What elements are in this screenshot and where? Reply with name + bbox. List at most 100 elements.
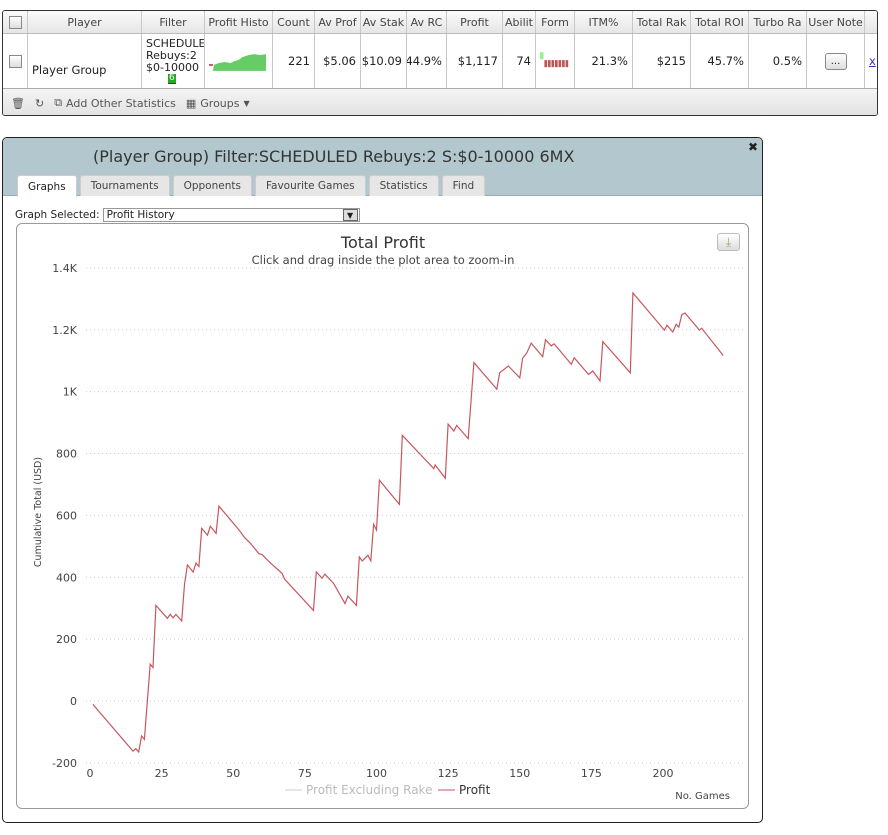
y-tick-label: 400: [56, 571, 77, 584]
col-av-stake[interactable]: Av Stak: [361, 11, 407, 33]
x-axis-label: No. Games: [675, 791, 730, 802]
legend-item-profit[interactable]: Profit: [459, 783, 491, 797]
x-tick-label: 25: [155, 767, 169, 780]
col-total-rake[interactable]: Total Rak: [633, 11, 691, 33]
total-rake-value: $215: [633, 34, 691, 88]
col-player[interactable]: Player: [28, 11, 142, 33]
dialog-titlebar[interactable]: (Player Group) Filter:SCHEDULED Rebuys:2…: [3, 138, 762, 197]
trash-icon[interactable]: 🗑: [11, 96, 25, 110]
download-icon[interactable]: ⤓: [717, 233, 740, 251]
col-total-roi[interactable]: Total ROI: [691, 11, 749, 33]
filter-line: Rebuys:2: [146, 49, 197, 62]
grid-footer: 🗑 ↻ ⧉ Add Other Statistics ▦ Groups ▼: [3, 89, 877, 115]
profit-value: $1,117: [447, 34, 503, 88]
col-itm[interactable]: ITM%: [575, 11, 633, 33]
window-icon: ⧉: [54, 96, 63, 109]
av-rc-value: 44.9%: [407, 34, 447, 88]
tick-labels: -200 0 200 400 600 800 1K 1.2K 1.4K 0 25 50 75 100 125…: [52, 262, 673, 780]
col-av-rc[interactable]: Av RC: [407, 11, 447, 33]
x-tick-label: 50: [226, 767, 240, 780]
y-tick-label: 200: [56, 633, 77, 646]
x-tick-label: 100: [366, 767, 387, 780]
turbo-ratio-value: 0.5%: [749, 34, 807, 88]
tab-tournaments[interactable]: Tournaments: [79, 175, 170, 196]
table-row[interactable]: Player Group SCHEDULE Rebuys:2 $0-10000 …: [3, 34, 877, 89]
dialog-title: (Player Group) Filter:SCHEDULED Rebuys:2…: [93, 147, 575, 166]
sparkline: [209, 54, 267, 71]
col-form[interactable]: Form: [536, 11, 575, 33]
close-icon[interactable]: ✖: [747, 140, 758, 154]
y-tick-label: 1.2K: [52, 324, 77, 337]
filter-line: $0-10000: [146, 61, 199, 74]
x-tick-label: 200: [653, 767, 674, 780]
dropdown-arrow-icon[interactable]: ▼: [342, 209, 358, 221]
form-bars: [540, 52, 569, 68]
x-tick-label: 150: [509, 767, 530, 780]
select-all-checkbox[interactable]: [8, 15, 22, 29]
profit-chart[interactable]: Total Profit Click and drag inside the p…: [17, 224, 748, 808]
player-dialog: (Player Group) Filter:SCHEDULED Rebuys:2…: [2, 137, 763, 823]
groups-button[interactable]: ▦ Groups ▼: [186, 97, 250, 110]
y-tick-label: 1K: [63, 386, 78, 399]
tab-statistics[interactable]: Statistics: [368, 175, 439, 196]
row-checkbox[interactable]: [8, 54, 22, 68]
av-profit-value: $5.06: [315, 34, 361, 88]
refresh-icon[interactable]: ↻: [34, 96, 45, 110]
grid-lines: [86, 267, 746, 764]
x-tick-label: 125: [438, 767, 459, 780]
x-tick-label: 75: [298, 767, 312, 780]
profit-history-sparkline: [205, 34, 273, 88]
tab-find[interactable]: Find: [441, 175, 486, 196]
add-other-statistics-button[interactable]: ⧉ Add Other Statistics: [54, 96, 176, 110]
av-stake-value: $10.09: [361, 34, 407, 88]
total-roi-value: 45.7%: [691, 34, 749, 88]
itm-value: 21.3%: [575, 34, 633, 88]
y-tick-label: 600: [56, 509, 77, 522]
select-all-cell: [3, 11, 28, 33]
row-select-cell: [3, 34, 28, 88]
col-filter[interactable]: Filter: [142, 11, 205, 33]
player-name[interactable]: Player Group: [28, 34, 142, 88]
col-user-note[interactable]: User Note: [807, 11, 865, 33]
ability-value: 74: [503, 34, 536, 88]
y-tick-label: 0: [70, 695, 77, 708]
y-tick-label: 800: [56, 448, 77, 461]
tab-graphs[interactable]: Graphs: [17, 175, 77, 197]
y-axis-label: Cumulative Total (USD): [33, 457, 44, 567]
filter-line: SCHEDULE: [146, 37, 205, 50]
profit-series-line: [92, 291, 724, 754]
col-profit[interactable]: Profit: [447, 11, 503, 33]
col-count[interactable]: Count: [273, 11, 315, 33]
col-profit-history[interactable]: Profit Histo: [205, 11, 273, 33]
chart-title: Total Profit: [340, 233, 425, 252]
legend-item-profit-excl-rake[interactable]: Profit Excluding Rake: [306, 783, 432, 797]
x-tick-label: 175: [581, 767, 602, 780]
grid-header: Player Filter Profit Histo Count Av Prof…: [3, 11, 877, 34]
groups-label: Groups: [200, 96, 240, 110]
graph-selector-row: Graph Selected: Profit History ▼: [15, 208, 360, 222]
col-av-profit[interactable]: Av Prof: [315, 11, 361, 33]
chart-container: ⤓ Total Profit Click and drag inside the…: [16, 223, 749, 809]
table-icon: ▦: [185, 96, 197, 110]
x-tick-label: 0: [87, 767, 94, 780]
graph-select[interactable]: Profit History ▼: [102, 208, 360, 222]
tab-favourite-games[interactable]: Favourite Games: [254, 175, 366, 196]
filter-cell: SCHEDULE Rebuys:2 $0-10000 6: [142, 34, 205, 88]
dialog-tabs: Graphs Tournaments Opponents Favourite G…: [17, 175, 486, 197]
filter-badge: 6: [168, 73, 176, 84]
count-value: 221: [273, 34, 315, 88]
user-note-cell: ...: [807, 34, 865, 88]
form-chart: [536, 34, 575, 88]
col-turbo-ratio[interactable]: Turbo Ra: [749, 11, 807, 33]
stats-grid: Player Filter Profit Histo Count Av Prof…: [2, 10, 878, 116]
graph-selected-label: Graph Selected:: [15, 209, 100, 221]
y-tick-label: -200: [52, 757, 77, 770]
y-tick-label: 1.4K: [52, 262, 77, 275]
col-ability[interactable]: Abilit: [503, 11, 536, 33]
caret-down-icon: ▼: [243, 98, 250, 108]
graph-select-value: Profit History: [106, 209, 175, 221]
remove-row-link[interactable]: x: [869, 54, 876, 68]
tab-opponents[interactable]: Opponents: [172, 175, 252, 196]
user-note-button[interactable]: ...: [824, 52, 847, 70]
legend: Profit Excluding Rake Profit: [285, 783, 491, 797]
